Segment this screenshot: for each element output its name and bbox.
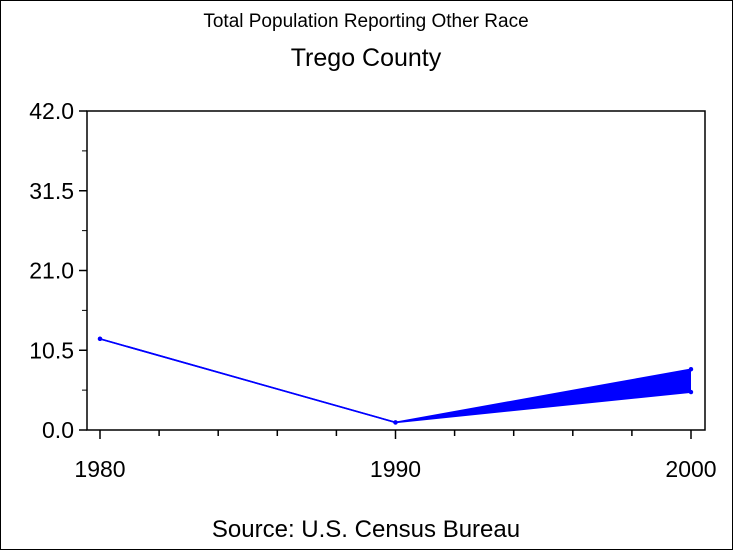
x-tick-label: 1990 bbox=[370, 456, 421, 482]
chart-title: Total Population Reporting Other Race bbox=[203, 11, 528, 32]
source-note: Source: U.S. Census Bureau bbox=[212, 516, 520, 543]
x-tick-label: 2000 bbox=[665, 456, 716, 482]
y-tick-label: 0.0 bbox=[42, 417, 74, 443]
data-point bbox=[393, 420, 398, 425]
data-point bbox=[688, 367, 694, 372]
data-point bbox=[688, 389, 694, 395]
y-tick-label: 10.5 bbox=[29, 337, 74, 363]
data-point bbox=[97, 336, 103, 342]
series-line bbox=[99, 338, 692, 424]
x-tick-label: 1980 bbox=[74, 456, 125, 482]
y-tick-label: 31.5 bbox=[29, 178, 74, 204]
y-tick-label: 21.0 bbox=[29, 258, 74, 284]
y-tick-label: 42.0 bbox=[29, 98, 74, 124]
series-line bbox=[99, 338, 692, 424]
chart-subtitle: Trego County bbox=[291, 44, 442, 72]
plot-area bbox=[86, 110, 706, 431]
